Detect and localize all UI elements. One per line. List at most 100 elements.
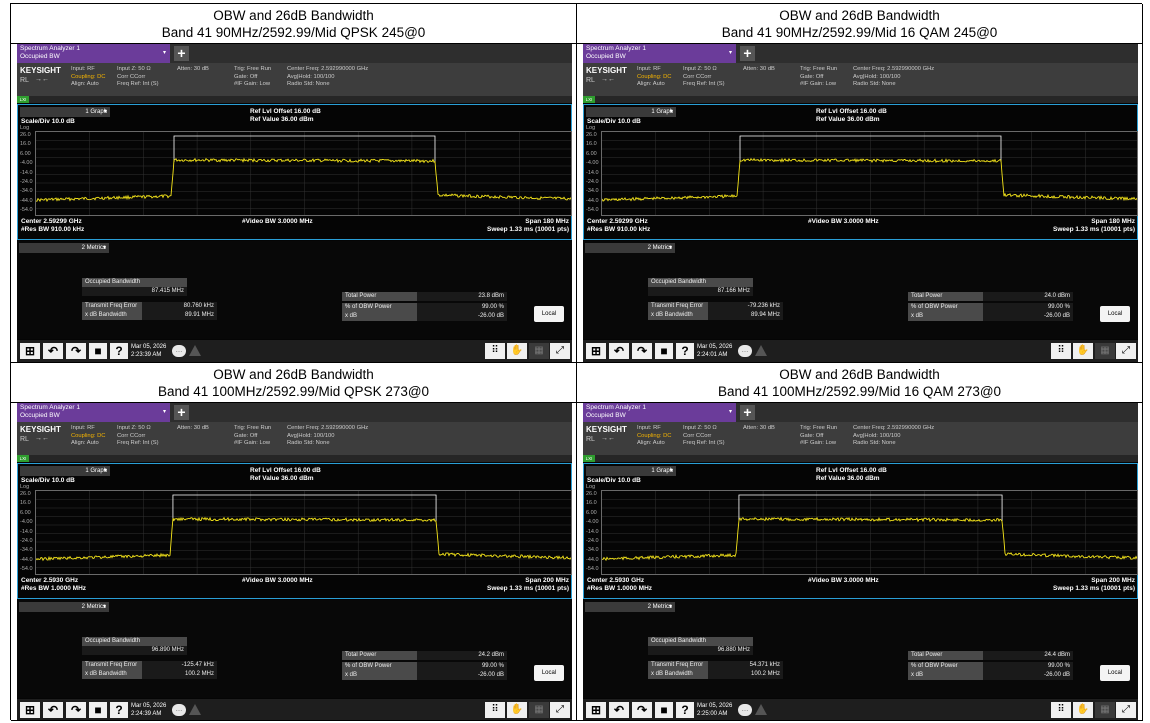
xdb-label: x dB — [342, 671, 417, 680]
windows-icon[interactable]: ⊞ — [586, 702, 606, 718]
metrics-window[interactable]: 2 Metrics ▾ Occupied Bandwidth 87.166 MHz… — [583, 241, 1138, 339]
time-text: 2:24:39 AM — [131, 711, 162, 717]
app-tab[interactable]: Spectrum Analyzer 1 Occupied BW ▾ — [17, 403, 170, 422]
file-icon[interactable]: ■ — [655, 702, 673, 718]
windows-icon[interactable]: ⊞ — [20, 702, 40, 718]
chevron-down-icon: ▾ — [669, 468, 673, 474]
undo-icon[interactable]: ↶ — [43, 702, 63, 718]
file-icon[interactable]: ■ — [655, 343, 673, 359]
rl-indicator: RL — [586, 436, 595, 443]
grid-icon[interactable]: ▦ — [529, 702, 549, 718]
ref-value: Ref Value 36.00 dBm — [816, 475, 880, 482]
add-screen-button[interactable]: + — [740, 46, 755, 61]
touch-icon[interactable]: ✋ — [507, 702, 527, 718]
file-icon[interactable]: ■ — [89, 343, 107, 359]
message-icon[interactable]: … — [738, 704, 752, 716]
graph-select-dropdown[interactable]: 1 Graph ▾ — [20, 107, 110, 117]
message-icon[interactable]: … — [738, 345, 752, 357]
video-bw: #Video BW 3.0000 MHz — [242, 577, 313, 584]
local-button[interactable]: Local — [1100, 306, 1130, 322]
add-screen-button[interactable]: + — [740, 405, 755, 420]
fullscreen-icon[interactable]: ⤢ — [550, 702, 570, 718]
redo-icon[interactable]: ↷ — [632, 343, 652, 359]
graph-window[interactable]: 1 Graph ▾ Scale/Div 10.0 dB Ref Lvl Offse… — [17, 104, 572, 240]
spectrum-plot[interactable] — [601, 131, 1138, 216]
fullscreen-icon[interactable]: ⤢ — [1116, 343, 1136, 359]
local-button[interactable]: Local — [1100, 665, 1130, 681]
total-power-value: 24.4 dBm — [983, 651, 1073, 660]
tx-freq-err-label: Transmit Freq Error — [82, 302, 142, 311]
metrics-select-dropdown[interactable]: 2 Metrics ▾ — [19, 602, 109, 612]
spectrum-plot[interactable] — [35, 131, 572, 216]
obw-marker — [739, 135, 1002, 162]
metrics-window[interactable]: 2 Metrics ▾ Occupied Bandwidth 96.880 MHz… — [583, 600, 1138, 698]
metrics-select-dropdown[interactable]: 2 Metrics ▾ — [585, 243, 675, 253]
metrics-select-dropdown[interactable]: 2 Metrics ▾ — [585, 602, 675, 612]
app-tab[interactable]: Spectrum Analyzer 1 Occupied BW ▾ — [583, 403, 736, 422]
undo-icon[interactable]: ↶ — [43, 343, 63, 359]
add-screen-button[interactable]: + — [174, 46, 189, 61]
keypad-icon[interactable]: ⠿ — [1051, 343, 1071, 359]
local-button[interactable]: Local — [534, 665, 564, 681]
local-button[interactable]: Local — [534, 306, 564, 322]
windows-icon[interactable]: ⊞ — [20, 343, 40, 359]
fullscreen-icon[interactable]: ⤢ — [1116, 702, 1136, 718]
grid-icon[interactable]: ▦ — [529, 343, 549, 359]
date-text: Mar 05, 2026 — [697, 344, 733, 350]
undo-icon[interactable]: ↶ — [609, 702, 629, 718]
message-icon[interactable]: … — [172, 345, 186, 357]
help-icon[interactable]: ? — [110, 343, 128, 359]
redo-icon[interactable]: ↷ — [66, 343, 86, 359]
graph-select-dropdown[interactable]: 1 Graph ▾ — [20, 466, 110, 476]
obw-marker — [738, 494, 1003, 521]
input-settings: Input: RF Coupling: DC Align: Auto — [71, 425, 106, 446]
occ-bw-value: 96.880 MHz — [648, 646, 753, 655]
total-power-value: 24.0 dBm — [983, 292, 1073, 301]
graph-select-dropdown[interactable]: 1 Graph ▾ — [586, 466, 676, 476]
metrics-window[interactable]: 2 Metrics ▾ Occupied Bandwidth 87.415 MHz… — [17, 241, 572, 339]
header-title: OBW and 26dB Bandwidth — [779, 367, 940, 382]
add-screen-button[interactable]: + — [174, 405, 189, 420]
message-icon[interactable]: … — [172, 704, 186, 716]
touch-icon[interactable]: ✋ — [507, 343, 527, 359]
file-icon[interactable]: ■ — [89, 702, 107, 718]
app-tab[interactable]: Spectrum Analyzer 1 Occupied BW ▾ — [17, 44, 170, 63]
atten-settings: Atten: 30 dB — [743, 425, 775, 431]
keypad-icon[interactable]: ⠿ — [1051, 702, 1071, 718]
grid-icon[interactable]: ▦ — [1095, 343, 1115, 359]
obw-marker — [173, 135, 436, 162]
touch-icon[interactable]: ✋ — [1073, 702, 1093, 718]
datetime: Mar 05, 2026 2:25:00 AM — [697, 702, 732, 718]
undo-icon[interactable]: ↶ — [609, 343, 629, 359]
trigger-settings: Trig: Free Run Gate: Off #IF Gain: Low — [800, 425, 838, 446]
metrics-window[interactable]: 2 Metrics ▾ Occupied Bandwidth 96.890 MHz… — [17, 600, 572, 698]
graph-window[interactable]: 1 Graph ▾ Scale/Div 10.0 dB Ref Lvl Offse… — [583, 463, 1138, 599]
keypad-icon[interactable]: ⠿ — [485, 343, 505, 359]
help-icon[interactable]: ? — [676, 702, 694, 718]
input-settings: Input: RF Coupling: DC Align: Auto — [637, 425, 672, 446]
y-tick-label: -54.0 — [20, 207, 33, 214]
keypad-icon[interactable]: ⠿ — [485, 702, 505, 718]
windows-icon[interactable]: ⊞ — [586, 343, 606, 359]
help-icon[interactable]: ? — [110, 702, 128, 718]
y-tick-label: -44.0 — [20, 556, 33, 563]
grid-icon[interactable]: ▦ — [1095, 702, 1115, 718]
graph-window[interactable]: 1 Graph ▾ Scale/Div 10.0 dB Ref Lvl Offse… — [17, 463, 572, 599]
span: Span 200 MHz — [525, 577, 569, 584]
graph-window[interactable]: 1 Graph ▾ Scale/Div 10.0 dB Ref Lvl Offse… — [583, 104, 1138, 240]
pct-obw-label: % of OBW Power — [342, 662, 417, 671]
help-icon[interactable]: ? — [676, 343, 694, 359]
redo-icon[interactable]: ↷ — [632, 702, 652, 718]
graph-select-dropdown[interactable]: 1 Graph ▾ — [586, 107, 676, 117]
fullscreen-icon[interactable]: ⤢ — [550, 343, 570, 359]
spectrum-plot[interactable] — [601, 490, 1138, 575]
touch-icon[interactable]: ✋ — [1073, 343, 1093, 359]
xdb-value: -26.00 dB — [983, 312, 1073, 321]
metrics-select-label: 2 Metrics — [647, 245, 672, 251]
pct-obw-value: 99.00 % — [983, 662, 1073, 671]
spectrum-plot[interactable] — [35, 490, 572, 575]
metrics-select-dropdown[interactable]: 2 Metrics ▾ — [19, 243, 109, 253]
results-table: OBW and 26dB Bandwidth Band 41 90MHz/259… — [10, 3, 1143, 721]
app-tab[interactable]: Spectrum Analyzer 1 Occupied BW ▾ — [583, 44, 736, 63]
redo-icon[interactable]: ↷ — [66, 702, 86, 718]
